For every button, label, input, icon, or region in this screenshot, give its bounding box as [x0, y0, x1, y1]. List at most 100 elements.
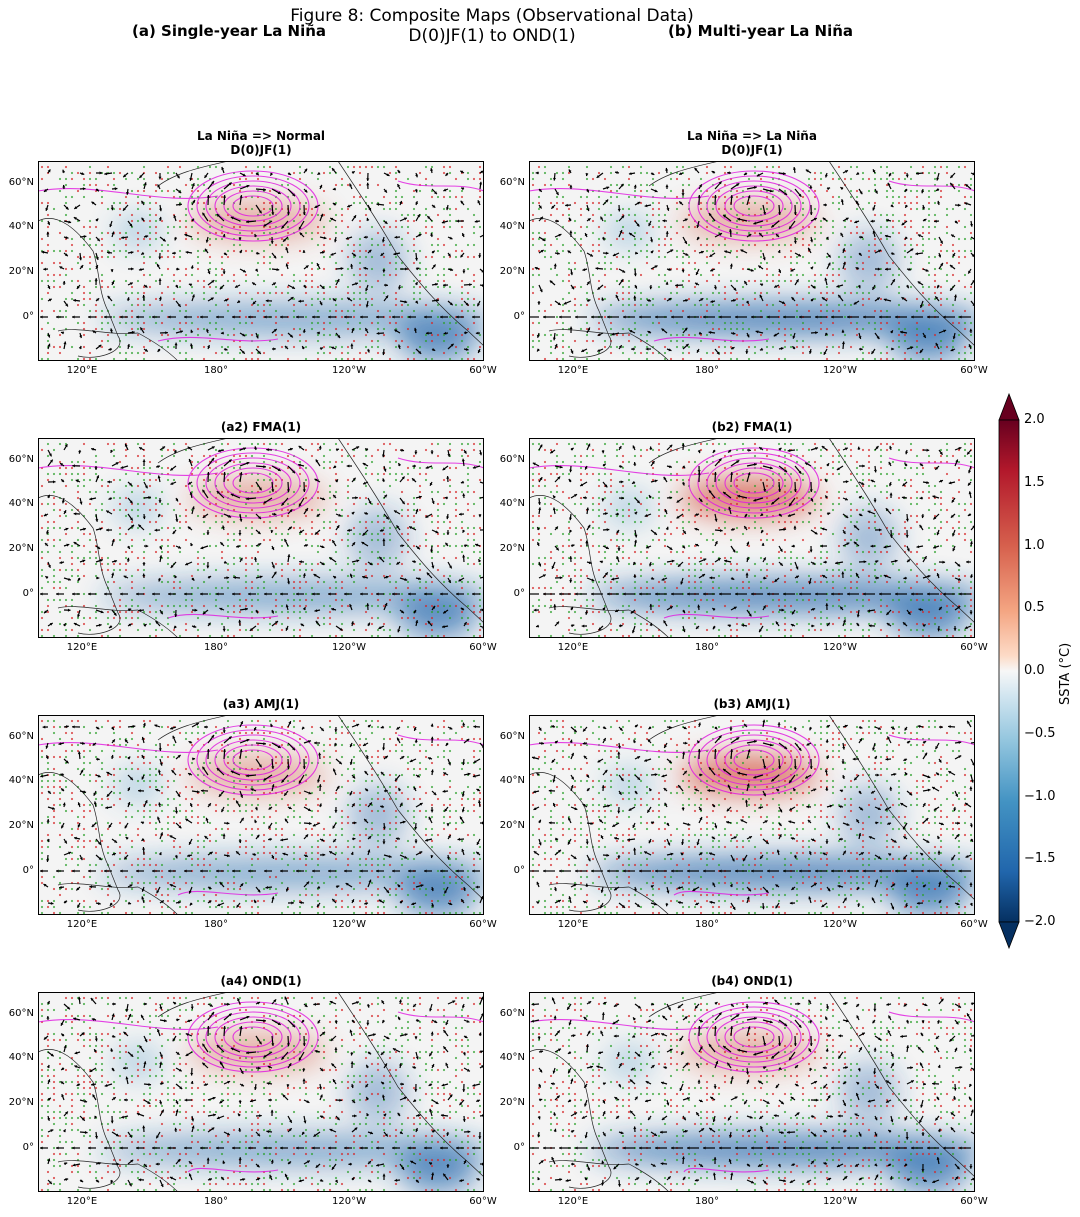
lat-tick-label: 60°N: [8, 731, 34, 742]
map-frame: [529, 438, 975, 638]
lat-tick-label: 40°N: [499, 775, 525, 786]
map-frame: [529, 161, 975, 361]
lat-tick-label: 40°N: [8, 498, 34, 509]
lon-tick-label: 120°E: [66, 919, 98, 930]
colorbar-tick-label: 0.0: [1024, 663, 1045, 678]
lat-tick-label: 60°N: [8, 454, 34, 465]
wind-vectors: [529, 719, 975, 911]
lon-tick-label: 120°W: [332, 642, 366, 653]
colorbar-tick-label: 0.5: [1024, 600, 1045, 616]
lon-tick-label: 180°: [203, 919, 229, 930]
contours: [529, 1001, 975, 1173]
lon-tick-label: 180°: [203, 365, 229, 376]
lon-tick-label: 120°E: [557, 642, 589, 653]
panel-title-b4: (b4) OND(1): [529, 974, 975, 988]
colorbar-tick-label: −1.0: [1024, 788, 1056, 804]
colorbar-tick-label: 1.5: [1024, 474, 1045, 490]
lat-tick-label: 40°N: [8, 1052, 34, 1063]
coastlines: [529, 161, 975, 361]
lon-tick-label: 180°: [203, 642, 229, 653]
lat-tick-label: 0°: [513, 311, 525, 322]
map-panel-a2: [38, 438, 484, 638]
panel-title-text: (a2) FMA(1): [220, 420, 302, 434]
coastlines: [38, 438, 484, 638]
colorbar-tick-label: −1.5: [1024, 851, 1056, 867]
contours: [529, 447, 975, 619]
lon-tick-label: 180°: [694, 642, 720, 653]
stippling: [40, 442, 482, 638]
map-frame: [38, 438, 484, 638]
contours: [38, 1001, 484, 1173]
colorbar: [998, 392, 1020, 950]
panel-title-text: La Niña => La Niña: [687, 129, 817, 143]
lat-tick-label: 40°N: [8, 775, 34, 786]
lat-tick-label: 20°N: [499, 1097, 525, 1108]
coastlines: [38, 161, 484, 361]
figure-title-line1: Figure 8: Composite Maps (Observational …: [290, 6, 694, 26]
column-a-heading: (a) Single-year La Niña: [132, 22, 327, 40]
map-frame: [38, 992, 484, 1192]
colorbar-tick-label: −2.0: [1024, 914, 1056, 929]
lon-tick-label: 120°W: [332, 1196, 366, 1207]
stippling: [40, 719, 482, 915]
lon-tick-label: 120°W: [823, 365, 857, 376]
lon-tick-label: 120°W: [823, 642, 857, 653]
panel-title-text: (b4) OND(1): [711, 974, 793, 988]
contours: [529, 724, 975, 896]
lat-tick-label: 40°N: [499, 1052, 525, 1063]
lat-tick-label: 60°N: [8, 1008, 34, 1019]
lon-tick-label: 120°E: [557, 365, 589, 376]
wind-vectors: [40, 443, 484, 633]
map-panel-b4: [529, 992, 975, 1192]
colorbar-tick-label: −0.5: [1024, 725, 1056, 741]
lat-tick-label: 0°: [513, 588, 525, 599]
lat-tick-label: 0°: [22, 311, 34, 322]
lat-tick-label: 60°N: [499, 454, 525, 465]
panel-title-a3: (a3) AMJ(1): [38, 697, 484, 711]
coastlines: [529, 438, 975, 638]
lon-tick-label: 60°W: [469, 642, 497, 653]
panel-title-b3: (b3) AMJ(1): [529, 697, 975, 711]
ssta-shading: [98, 1032, 484, 1192]
lat-tick-label: 20°N: [499, 820, 525, 831]
lat-tick-label: 20°N: [499, 266, 525, 277]
panel-title-b2: (b2) FMA(1): [529, 420, 975, 434]
lon-tick-label: 120°E: [66, 365, 98, 376]
map-frame: [529, 715, 975, 915]
lon-tick-label: 60°W: [960, 642, 988, 653]
map-panel-b2: [529, 438, 975, 638]
lon-tick-label: 60°W: [960, 365, 988, 376]
panel-title-b1: La Niña => La Niña D(0)JF(1): [529, 129, 975, 157]
coastlines: [38, 715, 484, 915]
stippling: [531, 996, 973, 1192]
map-panel-a4: [38, 992, 484, 1192]
panel-title-text: (b2) FMA(1): [711, 420, 793, 434]
wind-vectors: [40, 996, 484, 1188]
coastlines: [38, 992, 484, 1192]
figure-title-line2: D(0)JF(1) to OND(1): [408, 26, 576, 46]
lon-tick-label: 180°: [203, 1196, 229, 1207]
lat-tick-label: 20°N: [8, 1097, 34, 1108]
map-frame: [529, 992, 975, 1192]
wind-vectors: [40, 166, 484, 356]
lat-tick-label: 20°N: [8, 543, 34, 554]
stippling: [40, 996, 482, 1192]
lat-tick-label: 0°: [22, 1142, 34, 1153]
lat-tick-label: 40°N: [499, 498, 525, 509]
lat-tick-label: 60°N: [8, 177, 34, 188]
lat-tick-label: 40°N: [8, 221, 34, 232]
lon-tick-label: 180°: [694, 919, 720, 930]
colorbar-tick-label: 1.0: [1024, 537, 1045, 553]
colorbar-tick-label: 2.0: [1024, 412, 1045, 427]
panel-title-text: (a3) AMJ(1): [222, 697, 300, 711]
lon-tick-label: 60°W: [469, 1196, 497, 1207]
lat-tick-label: 60°N: [499, 731, 525, 742]
stippling: [531, 165, 973, 361]
lon-tick-label: 180°: [694, 365, 720, 376]
contours: [529, 170, 975, 342]
lon-tick-label: 120°W: [823, 1196, 857, 1207]
figure-title: Figure 8: Composite Maps (Observational …: [0, 6, 984, 46]
lon-tick-label: 120°W: [332, 365, 366, 376]
lon-tick-label: 120°E: [66, 642, 98, 653]
panel-title-text: La Niña => Normal: [196, 129, 326, 143]
